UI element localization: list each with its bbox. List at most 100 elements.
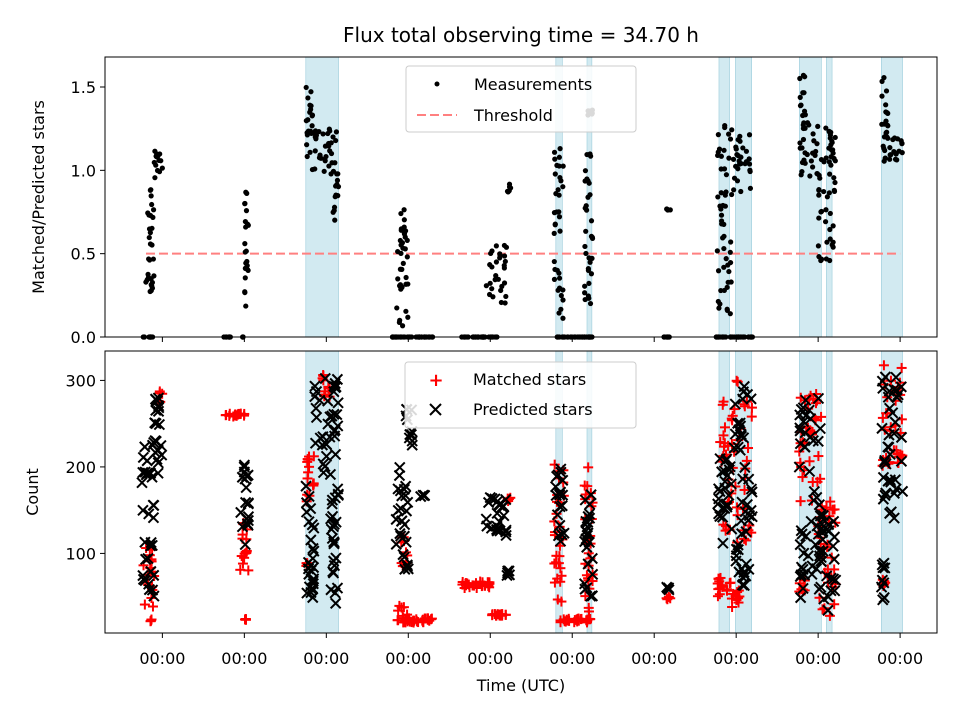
predicted-star-point [878, 456, 891, 469]
predicted-star-point [329, 448, 342, 461]
measurement-point [405, 281, 411, 287]
predicted-star-point [305, 586, 317, 599]
measurement-point [244, 258, 250, 265]
measurement-point [558, 306, 564, 312]
predicted-star-point [150, 435, 162, 448]
predicted-star-point [144, 540, 157, 552]
measurement-point [557, 174, 563, 181]
predicted-star-point [317, 466, 330, 479]
measurement-point [242, 289, 248, 296]
matched-star-point [580, 591, 591, 602]
predicted-star-point [394, 527, 406, 540]
x-tick-label: 00:00 [713, 649, 759, 668]
measurement-point [585, 194, 591, 200]
measurement-point [501, 253, 508, 259]
measurement-point [502, 258, 508, 265]
measurement-point [891, 135, 898, 141]
measurement-point [821, 188, 827, 195]
predicted-star-point [490, 523, 503, 536]
measurement-point [797, 75, 803, 82]
matched-star-point [585, 614, 596, 625]
predicted-star-point [152, 457, 164, 469]
measurement-point [403, 308, 409, 314]
measurement-point [149, 225, 155, 231]
predicted-star-point [314, 394, 326, 406]
measurement-point [589, 235, 596, 242]
predicted-star-point [811, 491, 823, 504]
measurement-point [800, 136, 807, 143]
matched-star-point [579, 480, 590, 491]
matched-star-point [308, 451, 319, 462]
matched-star-point [224, 408, 235, 419]
predicted-star-point [300, 497, 313, 509]
legend-measurements-marker [434, 81, 440, 87]
measurement-point [718, 153, 724, 159]
measurement-point [740, 145, 746, 151]
predicted-star-point [240, 481, 252, 494]
legend-predicted-label: Predicted stars [473, 400, 593, 419]
predicted-star-point [392, 483, 404, 495]
x-axis-label: Time (UTC) [476, 676, 565, 695]
matched-star-point [551, 557, 562, 568]
measurement-point [827, 226, 833, 233]
predicted-star-point [723, 489, 735, 501]
legend-matched-marker: + [428, 370, 443, 391]
predicted-star-point [714, 453, 726, 465]
measurement-point [582, 283, 588, 289]
x-tick-label: 00:00 [303, 649, 349, 668]
predicted-star-point [404, 428, 416, 441]
measurement-point [327, 128, 333, 134]
predicted-star-point [814, 422, 826, 435]
predicted-star-point [738, 380, 750, 393]
measurement-point [813, 148, 819, 155]
predicted-star-point [878, 557, 890, 569]
bottom-legend-box [404, 361, 637, 429]
predicted-star-point [895, 455, 908, 467]
measurement-point [828, 162, 834, 168]
predicted-star-point [879, 371, 892, 383]
predicted-star-point [327, 555, 340, 567]
predicted-star-point [802, 550, 814, 562]
measurement-point [747, 168, 753, 175]
measurement-point [899, 140, 905, 146]
measurement-point [492, 277, 498, 283]
predicted-star-point [503, 569, 516, 581]
measurement-point [723, 172, 730, 178]
measurement-point [148, 187, 154, 193]
measurement-point [802, 160, 808, 166]
y-tick-label: 100 [65, 544, 96, 563]
x-tick-label: 00:00 [631, 649, 677, 668]
measurement-point [743, 148, 750, 154]
measurement-point [323, 153, 329, 160]
measurement-point [729, 191, 735, 198]
predicted-star-point [797, 402, 810, 414]
predicted-star-point [795, 569, 807, 581]
measurement-point [797, 140, 803, 146]
measurement-point [154, 167, 161, 174]
matched-star-point [804, 393, 815, 404]
measurement-point [823, 207, 829, 213]
measurement-point [827, 171, 833, 177]
matched-star-point [549, 459, 560, 470]
matched-star-point [825, 496, 836, 507]
measurement-point [334, 181, 340, 188]
predicted-star-point [302, 563, 315, 575]
measurement-point [721, 264, 727, 270]
predicted-star-point [728, 442, 740, 454]
matched-star-point [714, 583, 725, 594]
matched-star-point [139, 599, 150, 610]
predicted-star-point [729, 398, 742, 410]
measurement-point [722, 124, 728, 131]
bottom-legend: + Matched stars Predicted stars [404, 361, 637, 429]
predicted-star-point [308, 545, 320, 557]
predicted-star-point [746, 486, 758, 498]
matched-star-point [719, 438, 730, 449]
measurement-point [308, 106, 314, 112]
predicted-star-point [794, 437, 807, 450]
matched-star-point [739, 484, 750, 495]
predicted-star-point [814, 546, 827, 558]
predicted-star-point [394, 530, 407, 542]
measurement-point [727, 259, 734, 266]
matched-star-point [484, 578, 495, 589]
